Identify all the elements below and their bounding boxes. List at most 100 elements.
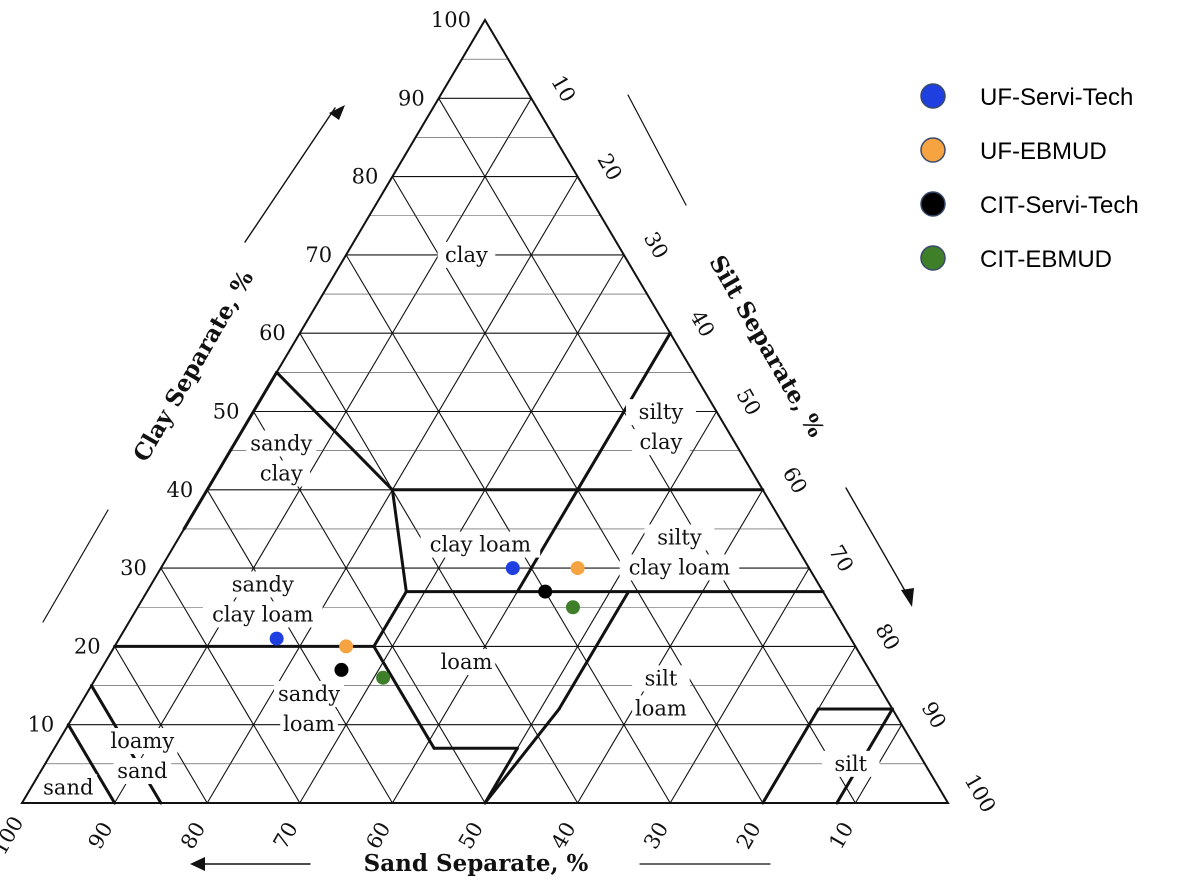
sand-tick-label: 60 (361, 818, 395, 853)
region-label: clay loam (212, 602, 313, 626)
class-boundary (66, 723, 117, 805)
region-label: clay (640, 430, 683, 454)
class-boundary (372, 590, 408, 648)
region-label-bg (39, 774, 98, 801)
region-label-bg (625, 399, 696, 426)
region-label: clay loam (430, 533, 531, 557)
silt-axis-arrow-line (845, 487, 909, 597)
clay-tick-label: 20 (74, 634, 101, 658)
region-sandy-clay: sandy clay (246, 430, 317, 487)
data-point (565, 600, 580, 615)
data-point (339, 639, 354, 654)
legend-label: CIT-Servi-Tech (980, 192, 1139, 219)
region-label-bg (202, 601, 323, 628)
silt-tick-label: 10 (546, 71, 580, 106)
region-label: clay (445, 243, 488, 267)
clay-tick-label: 90 (398, 86, 425, 110)
class-boundary (372, 644, 436, 750)
data-point (334, 662, 349, 677)
legend-marker (920, 245, 946, 271)
region-label: sandy (232, 572, 294, 596)
region-sand: sand (39, 774, 98, 801)
clay-tick-label: 70 (305, 243, 332, 267)
region-label-bg (437, 241, 496, 268)
class-boundary (182, 370, 279, 531)
clay-tick-label: 10 (28, 713, 55, 737)
region-label: loamy (111, 729, 175, 753)
data-point (269, 631, 284, 646)
silt-tick-label: 90 (917, 698, 951, 733)
clay-tick-label: 60 (259, 321, 286, 345)
data-points (269, 561, 585, 685)
sand-axis-title: Sand Separate, % (364, 850, 589, 877)
region-label-bg (821, 750, 880, 777)
region-label: loam (441, 650, 493, 674)
clay-axis-guide (42, 509, 109, 623)
sand-tick-label: 20 (732, 818, 766, 853)
class-boundary (761, 707, 820, 805)
region-label-bg (632, 429, 690, 456)
region-label-bg (227, 571, 298, 598)
region-label-bg (644, 524, 715, 551)
region-label: clay (260, 461, 303, 485)
region-loam: loam (437, 649, 496, 676)
region-label-bg (280, 711, 338, 738)
region-label-bg (420, 531, 541, 558)
region-silt: silt (821, 750, 880, 777)
region-loamy-sand: loamy sand (107, 728, 178, 785)
region-label: loam (283, 712, 335, 736)
silt-axis-arrowhead (901, 588, 914, 607)
silt-tick-label: 40 (685, 306, 719, 341)
region-label: sand (117, 759, 167, 783)
class-boundary (515, 488, 580, 594)
data-point (538, 584, 553, 599)
sand-tick-label: 100 (0, 812, 28, 859)
class-boundary (576, 331, 672, 492)
silt-tick-label: 80 (870, 619, 904, 654)
legend-label: CIT-EBMUD (980, 246, 1112, 273)
legend-label: UF-EBMUD (980, 138, 1107, 165)
region-label: sandy (250, 431, 312, 455)
sand-tick-label: 50 (454, 818, 488, 853)
sand-tick-label: 80 (176, 818, 210, 853)
silt-tick-label: 30 (639, 228, 673, 263)
legend-marker (920, 137, 946, 163)
region-label-bg (246, 430, 317, 457)
silt-axis-title: Silt Separate, % (704, 251, 830, 442)
data-point (505, 561, 520, 576)
region-sandy-clay-loam: sandy clay loam (202, 571, 323, 628)
region-silty-clay: silty clay (625, 399, 696, 456)
class-boundary (557, 590, 631, 711)
clay-axis-arrow-line (244, 107, 336, 243)
clay-tick-label: 30 (120, 556, 147, 580)
texture-class-boundaries (66, 331, 894, 805)
legend-marker (920, 191, 946, 217)
sand-axis-arrowhead (190, 857, 205, 871)
sand-tick-label: 40 (546, 818, 580, 853)
texture-class-labels: clay silty clay sandy clay clay loam silty clay… (39, 241, 880, 801)
region-label-bg (107, 728, 178, 755)
clay-tick-label: 80 (352, 165, 379, 189)
region-label: loam (635, 696, 687, 720)
clay-axis-arrowhead (329, 105, 345, 120)
region-label-bg (252, 460, 311, 487)
region-label: silty (657, 525, 702, 549)
legend-label: UF-Servi-Tech (980, 84, 1133, 111)
region-label: sandy (278, 682, 340, 706)
sand-tick-label: 70 (269, 818, 303, 853)
region-label-bg (113, 758, 172, 785)
silt-tick-label: 20 (593, 150, 627, 185)
region-clay-loam: clay loam (420, 531, 541, 558)
region-label-bg (632, 695, 690, 722)
data-point (376, 670, 391, 685)
region-label-bg (619, 554, 740, 581)
region-label-bg (437, 649, 496, 676)
class-boundary (483, 707, 561, 805)
region-label: sand (43, 775, 93, 799)
region-silt-loam: silt loam (632, 665, 690, 722)
data-point (570, 561, 585, 576)
silt-tick-label: 100 (960, 770, 1001, 817)
sand-tick-label: 30 (639, 818, 673, 853)
region-clay: clay (437, 241, 496, 268)
